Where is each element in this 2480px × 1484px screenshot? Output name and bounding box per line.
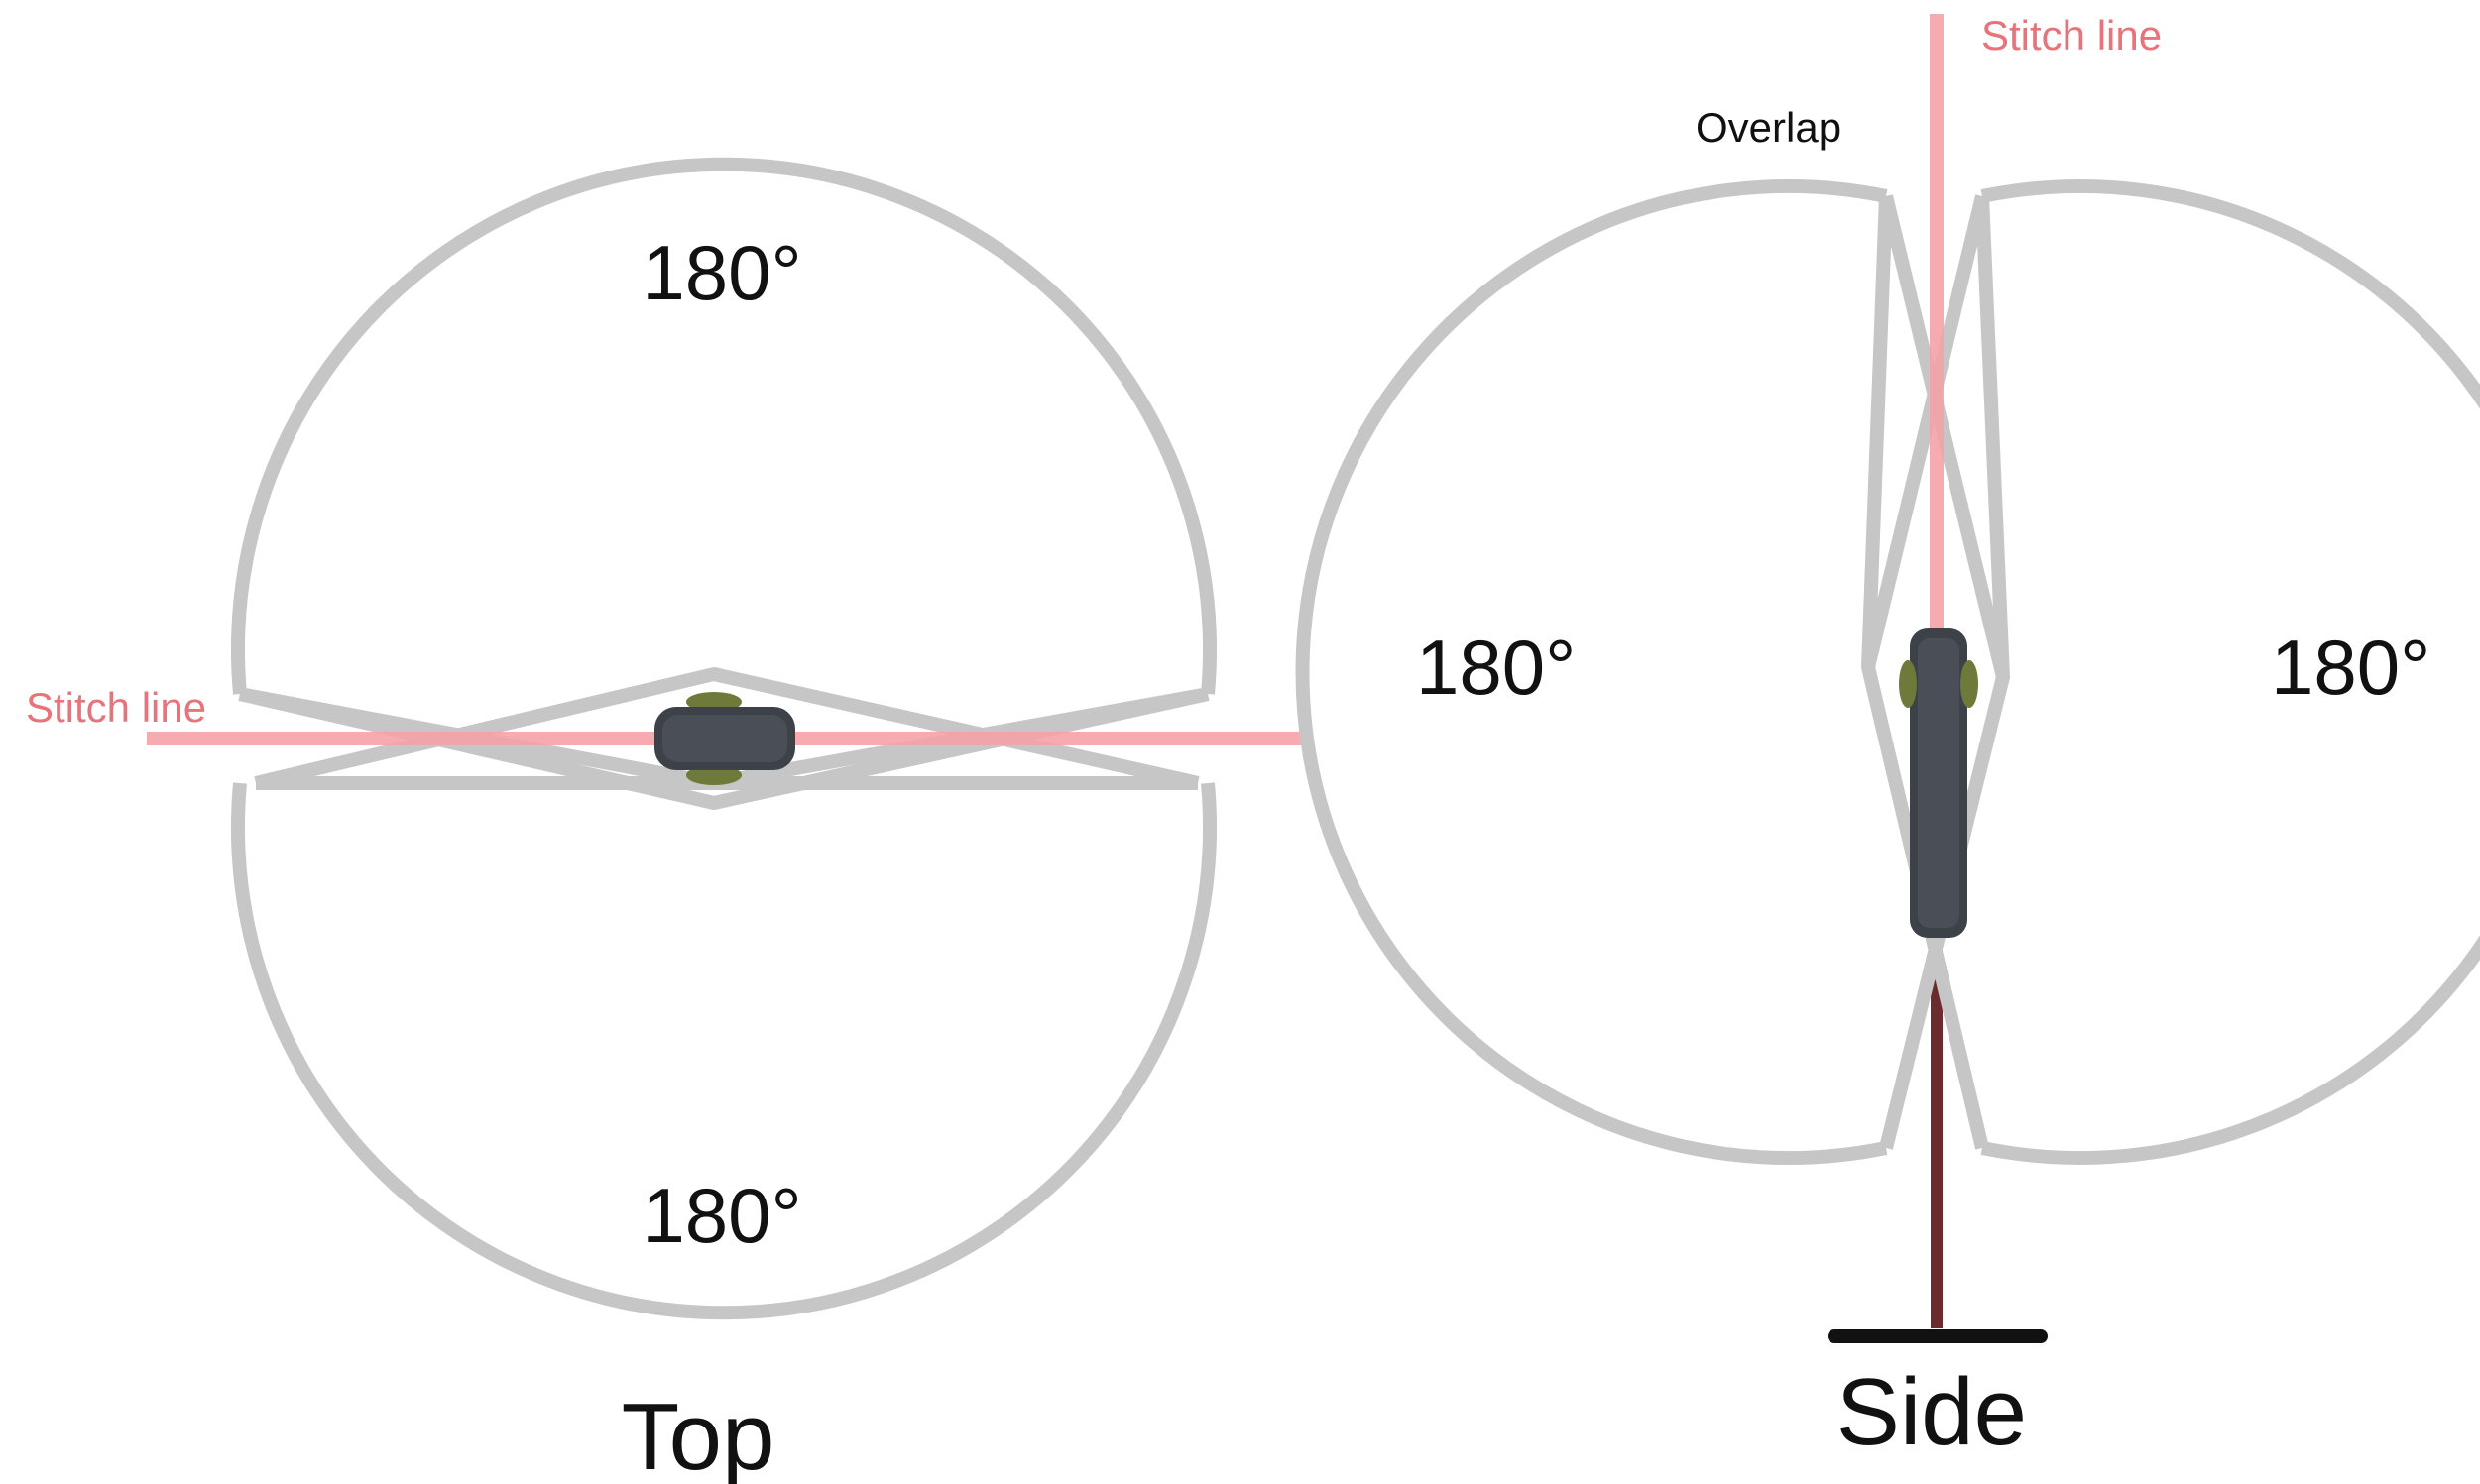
top-lower-angle-label: 180° xyxy=(642,1172,801,1259)
top-overlap-lower-wedge xyxy=(238,687,1210,810)
side-overlap-label: Overlap xyxy=(1696,104,1841,151)
side-left-fov-arc xyxy=(1295,179,1888,1165)
side-left-angle-label: 180° xyxy=(1416,624,1576,711)
side-overlap-top-wedge xyxy=(1879,194,2010,684)
top-upper-angle-label: 180° xyxy=(642,229,801,316)
side-right-angle-label: 180° xyxy=(2271,624,2430,711)
side-view-title: Side xyxy=(1836,1359,2027,1465)
side-right-fov-arc xyxy=(1980,179,2480,1165)
top-lower-fov-arc xyxy=(231,782,1217,1320)
side-stitch-label: Stitch line xyxy=(1981,12,2162,58)
top-camera-icon xyxy=(654,692,795,785)
side-view: 180° 180° Stitch line Overlap Side xyxy=(1295,12,2480,1465)
top-stitch-label: Stitch line xyxy=(26,684,206,731)
top-view-title: Top xyxy=(622,1384,775,1484)
top-upper-fov-arc xyxy=(231,157,1217,695)
side-camera-icon xyxy=(1899,628,1978,938)
top-view: 180° 180° Stitch line Top xyxy=(26,157,1307,1484)
side-overlap-top-wedge-2 xyxy=(1861,194,1989,674)
top-overlap-upper-wedge xyxy=(254,667,1200,790)
